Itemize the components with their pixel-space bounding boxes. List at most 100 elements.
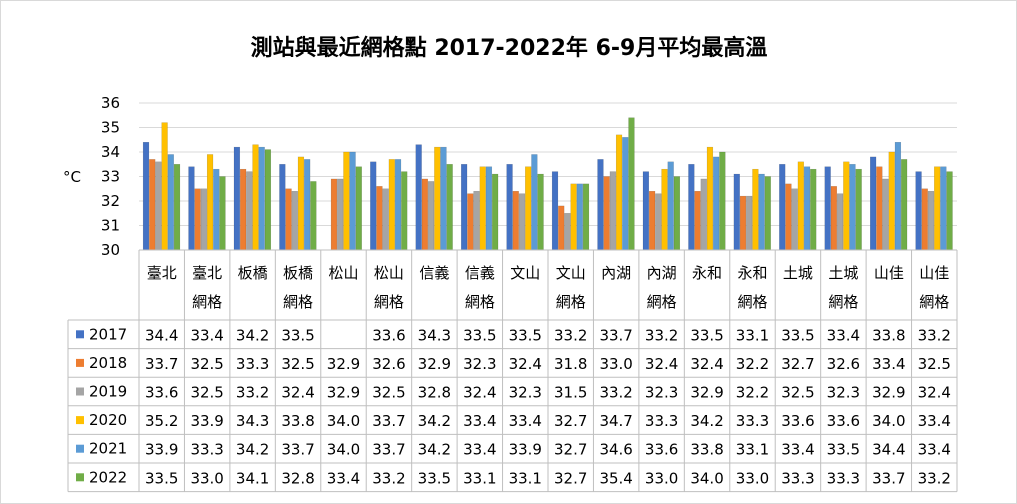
table-cell: 33.3 (827, 469, 860, 487)
table-cell: 33.3 (645, 412, 678, 430)
bar (401, 171, 408, 251)
category-label: 內湖 (647, 264, 677, 282)
table-cell: 34.0 (690, 469, 723, 487)
bar (921, 188, 928, 251)
bar (291, 190, 298, 251)
table-cell: 32.5 (781, 384, 814, 402)
bar (246, 171, 253, 251)
bar (700, 178, 707, 251)
bar (785, 183, 792, 251)
category-label: 網格 (737, 293, 767, 311)
bar (461, 164, 468, 251)
table-cell: 34.2 (690, 412, 723, 430)
bar (688, 164, 695, 251)
table-cell: 32.4 (645, 355, 678, 373)
bar (882, 178, 889, 251)
table-cell: 31.5 (554, 384, 587, 402)
table-cell: 33.2 (599, 384, 632, 402)
bar (388, 159, 395, 251)
bar (531, 154, 538, 251)
bar (628, 117, 635, 251)
table-cell: 33.0 (645, 469, 678, 487)
table-cell: 34.0 (327, 441, 360, 459)
category-label: 內湖 (601, 264, 631, 282)
bar (219, 176, 226, 251)
table-cell: 33.5 (281, 326, 314, 344)
bar (264, 149, 272, 251)
bar (285, 188, 292, 251)
table-cell: 34.3 (418, 326, 451, 344)
bar (537, 173, 544, 251)
table-cell: 34.6 (599, 441, 632, 459)
bar (673, 176, 681, 251)
table-cell: 32.5 (190, 384, 223, 402)
table-cell: 33.7 (372, 412, 405, 430)
table-cell: 32.7 (554, 469, 587, 487)
category-label: 網格 (556, 293, 586, 311)
table-cell: 35.4 (599, 469, 632, 487)
table-cell: 33.8 (281, 412, 314, 430)
table-cell: 32.7 (781, 355, 814, 373)
category-label: 土城 (783, 264, 813, 282)
table-cell: 35.2 (145, 412, 178, 430)
bar (603, 176, 610, 251)
table-cell: 31.8 (554, 355, 587, 373)
category-label: 山佳 (919, 264, 949, 282)
bar (506, 164, 513, 251)
table-cell: 32.3 (509, 384, 542, 402)
bar (615, 134, 623, 251)
bar (733, 173, 740, 251)
table-cell: 32.5 (372, 384, 405, 402)
table-cell: 33.4 (827, 326, 860, 344)
y-tick-label: 32 (101, 192, 120, 210)
table-cell: 34.2 (418, 441, 451, 459)
bar (233, 146, 241, 251)
table-cell: 33.2 (236, 384, 269, 402)
bar (473, 190, 480, 251)
table-cell: 33.9 (145, 441, 178, 459)
bar (739, 195, 747, 251)
table-cell: 33.5 (463, 326, 496, 344)
table-cell: 33.5 (145, 469, 178, 487)
bar (258, 146, 265, 251)
table-cell: 34.3 (236, 412, 269, 430)
bar (155, 161, 162, 251)
table-cell: 33.9 (509, 441, 542, 459)
legend-swatch (76, 358, 84, 367)
bar (876, 166, 883, 251)
bar (304, 159, 311, 251)
table-cell: 34.0 (872, 412, 905, 430)
bar (492, 173, 499, 251)
category-label: 文山 (556, 264, 586, 282)
table-cell: 33.5 (781, 326, 814, 344)
category-label: 網格 (919, 293, 949, 311)
table-cell: 33.5 (690, 326, 723, 344)
table-cell: 33.4 (190, 326, 223, 344)
bar (901, 159, 908, 251)
y-tick-label: 30 (101, 241, 120, 259)
y-tick-label: 31 (101, 217, 120, 235)
bar (330, 178, 338, 251)
table-cell: 33.2 (554, 326, 587, 344)
bar (194, 188, 201, 251)
bar (467, 193, 474, 251)
legend-entry: 2021 (89, 440, 127, 458)
category-label: 板橋 (238, 264, 268, 282)
bar (512, 190, 519, 251)
legend-entry: 2022 (89, 468, 127, 486)
table-cell: 33.1 (463, 469, 496, 487)
bar (915, 171, 922, 251)
category-label: 信義 (465, 264, 495, 282)
y-axis-label: °C (63, 168, 81, 186)
bar (479, 166, 486, 251)
bar (752, 168, 759, 251)
category-label: 永和 (692, 264, 722, 282)
bar (570, 183, 577, 251)
bar (719, 151, 726, 251)
table-cell: 34.4 (872, 441, 905, 459)
bar (349, 151, 356, 251)
category-label: 網格 (192, 293, 222, 311)
bar (597, 159, 604, 251)
